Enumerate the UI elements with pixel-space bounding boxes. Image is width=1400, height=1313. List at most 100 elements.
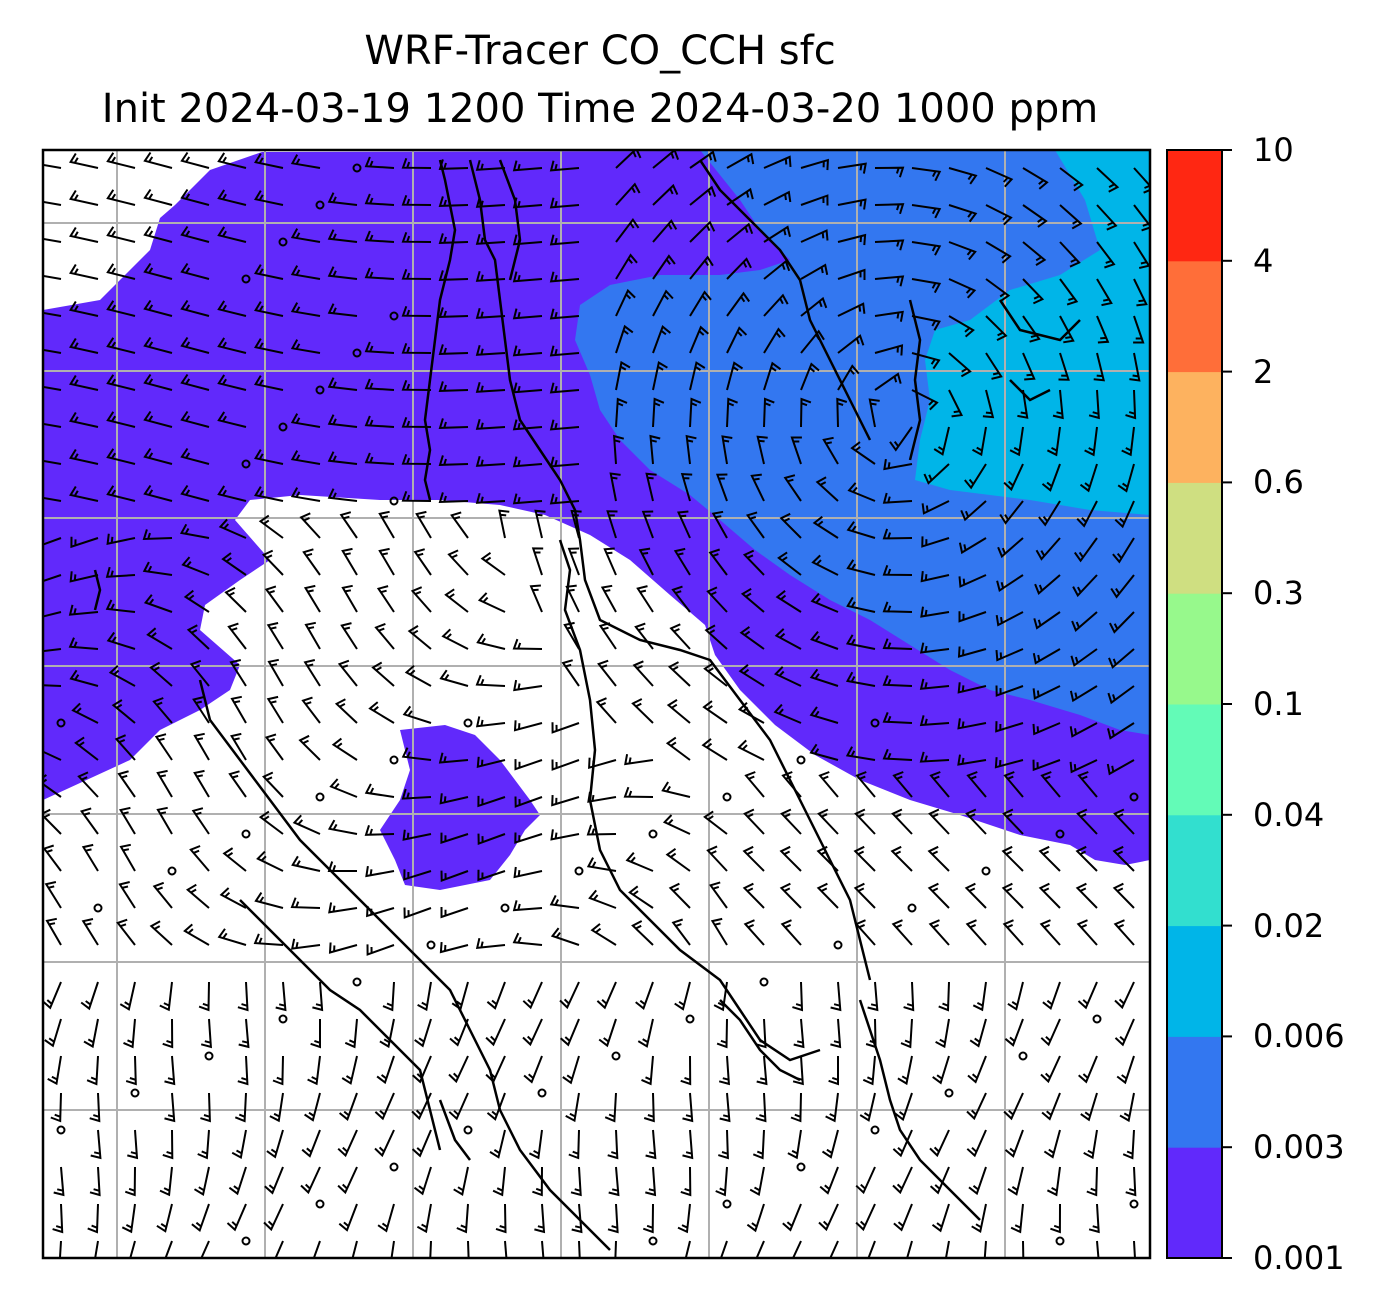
- wind-barb: [854, 808, 876, 835]
- wind-barb: [824, 1240, 839, 1258]
- calm-wind-marker: [241, 459, 251, 469]
- colorbar-segment: [1167, 925, 1222, 1037]
- wind-barb: [948, 278, 977, 299]
- wind-barb: [254, 190, 284, 206]
- wind-barb: [485, 1018, 506, 1047]
- wind-barb: [304, 1092, 321, 1122]
- wind-barb: [87, 1203, 99, 1234]
- wind-barb: [816, 845, 839, 872]
- wind-barb: [677, 1203, 691, 1234]
- wind-barb: [809, 668, 839, 687]
- wind-barb: [438, 233, 469, 244]
- wind-barb: [641, 510, 654, 539]
- wind-barb: [254, 301, 284, 317]
- wind-barb: [689, 361, 706, 391]
- wind-barb: [1096, 315, 1110, 344]
- wind-barb: [529, 584, 543, 613]
- wind-barb: [164, 1092, 176, 1123]
- wind-barb: [549, 493, 580, 505]
- wind-barb: [800, 263, 829, 280]
- wind-barb: [997, 537, 1024, 559]
- wind-barb: [476, 633, 506, 650]
- wind-barb: [652, 289, 674, 317]
- wind-barb: [238, 1018, 250, 1049]
- wind-barb: [615, 360, 631, 391]
- wind-barb: [944, 1240, 950, 1258]
- calm-wind-marker: [56, 1125, 66, 1135]
- wind-barb: [755, 1240, 765, 1258]
- wind-barb: [263, 1203, 284, 1232]
- wind-barb: [1112, 537, 1135, 564]
- wind-barb: [156, 806, 173, 835]
- wind-barb: [968, 1166, 987, 1196]
- wind-barb: [43, 741, 62, 761]
- colorbar-segment: [1167, 371, 1222, 483]
- wind-barb: [710, 917, 728, 946]
- wind-barb: [715, 1166, 728, 1197]
- wind-barb: [935, 1018, 950, 1049]
- wind-barb: [1059, 315, 1075, 344]
- wind-barb: [1003, 771, 1024, 798]
- wind-barb: [673, 547, 691, 576]
- wind-barb: [966, 1129, 987, 1158]
- wind-barb: [230, 732, 247, 761]
- wind-barb: [180, 151, 210, 169]
- wind-barb: [1059, 167, 1084, 192]
- wind-barb: [43, 611, 62, 618]
- wind-barb: [43, 348, 62, 354]
- wind-barb: [269, 1092, 284, 1123]
- wind-barb: [106, 631, 136, 650]
- wind-barb: [327, 303, 358, 317]
- wind-barb: [800, 229, 829, 243]
- wind-barb: [708, 548, 728, 576]
- wind-barb: [86, 1055, 99, 1086]
- wind-barb: [837, 364, 860, 391]
- wind-barb: [792, 1055, 804, 1086]
- wind-barb: [882, 528, 913, 540]
- wind-barb: [837, 198, 867, 210]
- wind-barb: [513, 720, 543, 732]
- calm-wind-marker: [389, 311, 399, 321]
- wind-barb: [957, 754, 987, 766]
- wind-barb: [995, 611, 1024, 627]
- wind-barb: [337, 1129, 358, 1158]
- wind-barb: [303, 659, 321, 687]
- calm-wind-marker: [315, 1199, 325, 1209]
- wind-barb: [743, 808, 765, 835]
- wind-barb: [549, 419, 580, 431]
- wind-barb: [186, 624, 210, 650]
- wind-barb: [948, 167, 978, 185]
- wind-barb: [266, 622, 284, 650]
- wind-barb: [701, 738, 728, 761]
- wind-barb: [726, 361, 744, 391]
- wind-barb: [523, 1055, 543, 1084]
- wind-barb: [512, 308, 543, 320]
- wind-barb: [69, 300, 99, 317]
- wind-barb: [94, 1240, 99, 1258]
- wind-barb: [106, 374, 136, 391]
- wind-barb: [180, 336, 210, 354]
- wind-barb: [1032, 648, 1061, 665]
- colorbar-tick-label: 0.02: [1253, 906, 1325, 945]
- calm-wind-marker: [722, 792, 732, 802]
- wind-barb: [43, 163, 62, 169]
- wind-barb: [106, 485, 136, 502]
- wind-barb: [1114, 500, 1135, 529]
- wind-barb: [438, 159, 469, 170]
- wind-barb: [750, 473, 765, 502]
- wind-barb: [401, 453, 432, 465]
- wind-barb: [401, 416, 432, 428]
- wind-barb: [1034, 574, 1061, 595]
- wind-barb: [512, 638, 543, 650]
- wind-barb: [90, 1129, 102, 1160]
- wind-barb: [439, 942, 469, 954]
- wind-barb: [719, 1240, 728, 1258]
- wind-barb: [830, 1018, 842, 1049]
- wind-barb: [1114, 1018, 1135, 1047]
- wind-barb: [43, 981, 62, 1010]
- wind-barb: [43, 574, 62, 583]
- wind-barb: [440, 832, 469, 844]
- wind-barb: [790, 1092, 802, 1123]
- calm-wind-marker: [537, 1088, 547, 1098]
- wind-barb: [983, 1240, 987, 1258]
